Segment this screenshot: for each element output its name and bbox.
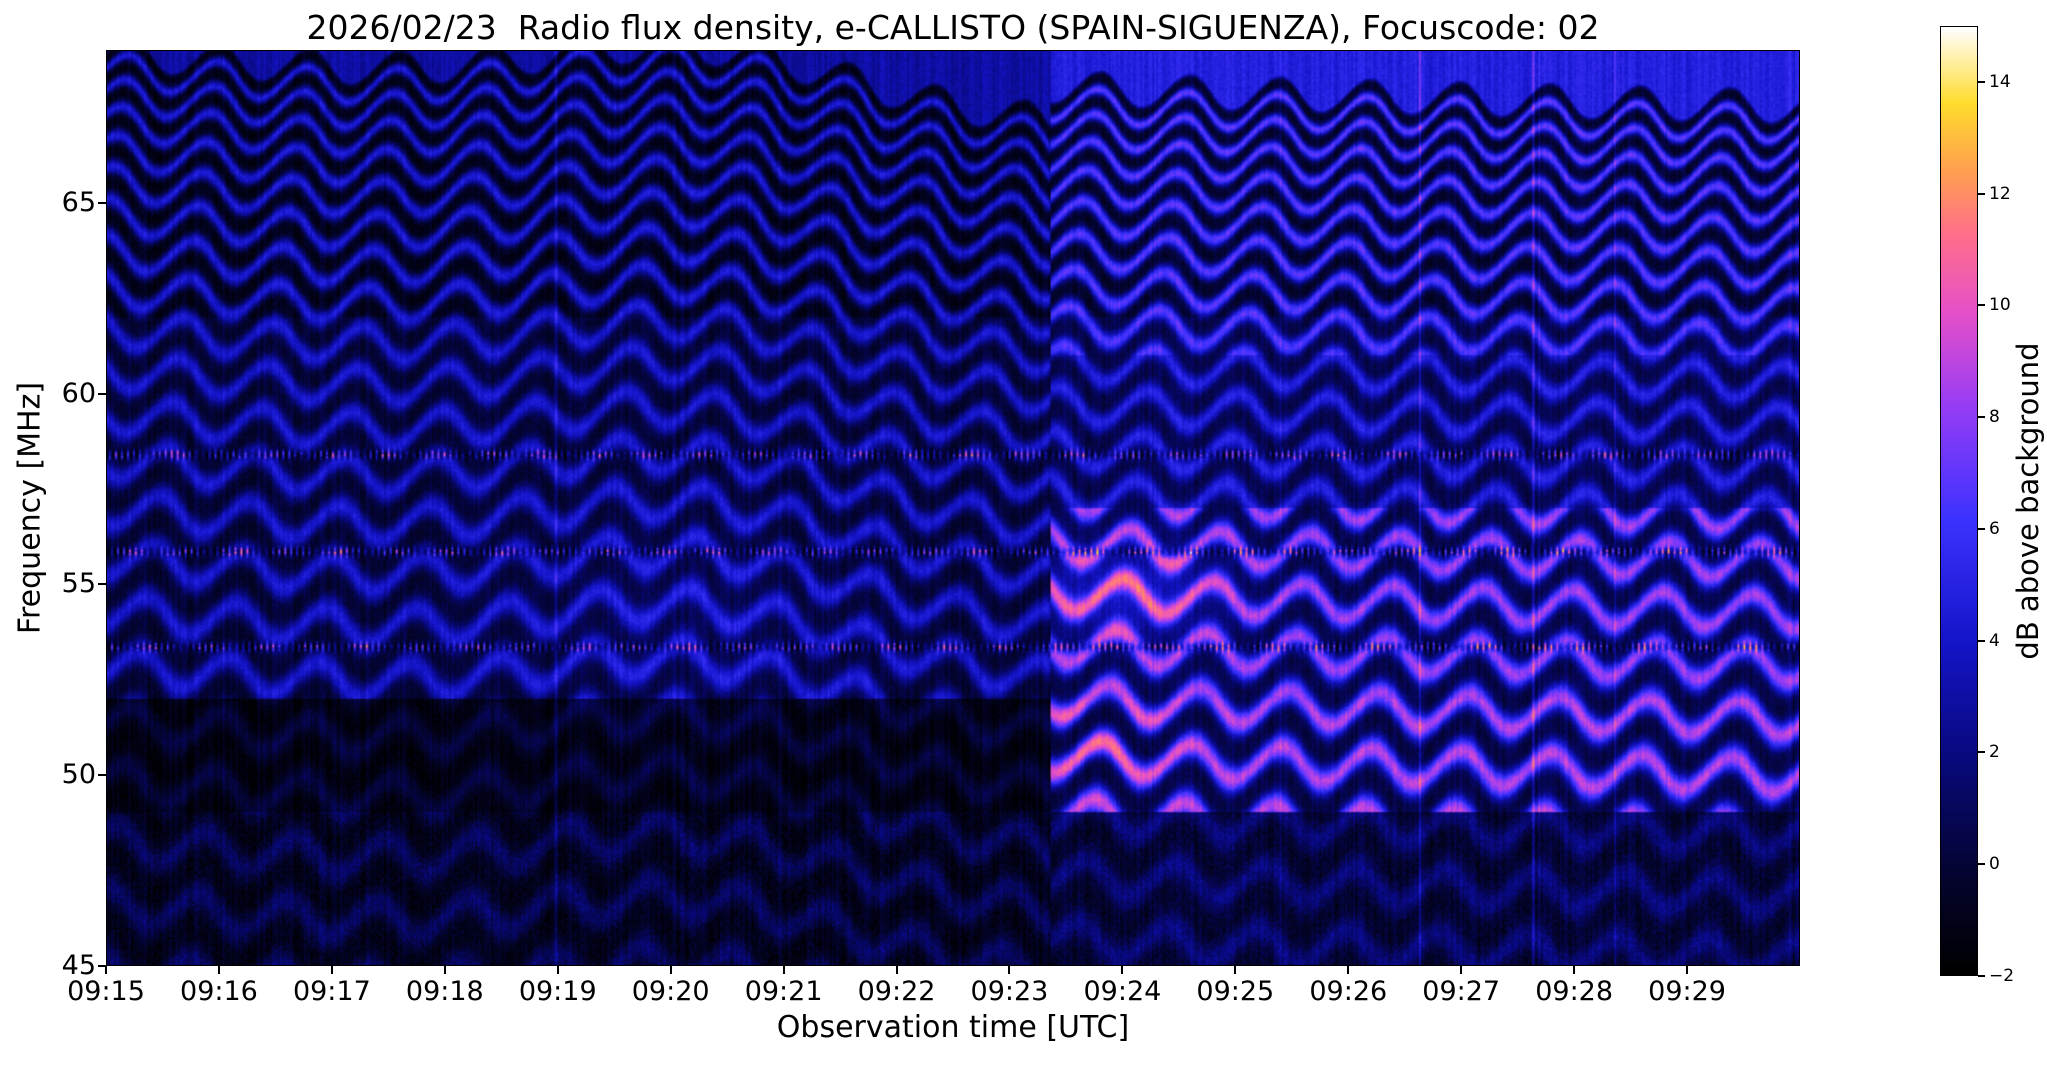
x-tick-mark — [443, 966, 446, 974]
y-tick-label: 60 — [61, 377, 96, 409]
colorbar-tick-label: 0 — [1989, 854, 2000, 875]
colorbar-tick-mark — [1978, 80, 1985, 83]
colorbar-tick-label: 10 — [1989, 295, 2011, 316]
y-tick-label: 45 — [61, 950, 96, 981]
x-tick-mark — [1573, 966, 1576, 974]
x-tick-label: 09:24 — [1083, 976, 1162, 1007]
x-tick-label: 09:15 — [67, 976, 145, 1007]
colorbar-tick-mark — [1978, 192, 1985, 195]
x-tick-label: 09:19 — [518, 976, 597, 1007]
x-tick-mark — [782, 966, 785, 974]
x-axis-label: Observation time [UTC] — [776, 1010, 1130, 1045]
x-tick-label: 09:18 — [405, 976, 484, 1007]
x-tick-mark — [1686, 966, 1689, 974]
y-tick-label: 65 — [61, 186, 96, 218]
x-tick-label: 09:26 — [1309, 976, 1388, 1007]
colorbar-tick-mark — [1978, 416, 1985, 419]
colorbar-tick-mark — [1978, 751, 1985, 754]
x-tick-mark — [556, 966, 559, 974]
colorbar-label: dB above background — [2011, 342, 2045, 660]
colorbar-tick-mark — [1978, 304, 1985, 307]
colorbar-tick-label: 2 — [1989, 742, 2000, 763]
y-tick-label: 50 — [61, 759, 96, 791]
y-tick-mark — [98, 774, 106, 777]
x-tick-label: 09:16 — [180, 976, 258, 1007]
x-tick-mark — [1008, 966, 1011, 974]
colorbar-tick-label: 4 — [1989, 630, 2000, 651]
colorbar-tick-label: 14 — [1989, 71, 2011, 92]
x-tick-mark — [1234, 966, 1237, 974]
spectrogram-canvas — [107, 51, 1799, 965]
colorbar-gradient-canvas — [1941, 27, 1977, 975]
y-tick-mark — [98, 583, 106, 586]
chart-title: 2026/02/23 Radio flux density, e-CALLIST… — [306, 8, 1600, 47]
y-tick-mark — [98, 201, 106, 204]
colorbar-tick-mark — [1978, 527, 1985, 530]
x-tick-mark — [1121, 966, 1124, 974]
x-tick-label: 09:20 — [631, 976, 710, 1007]
colorbar — [1940, 26, 1978, 976]
x-tick-label: 09:21 — [744, 976, 823, 1007]
colorbar-tick-label: 12 — [1989, 183, 2011, 204]
y-tick-label: 55 — [61, 568, 96, 600]
x-tick-label: 09:28 — [1535, 976, 1614, 1007]
x-tick-label: 09:17 — [292, 976, 371, 1007]
y-tick-mark — [98, 965, 106, 967]
x-tick-label: 09:27 — [1422, 976, 1501, 1007]
plot-area — [106, 50, 1800, 966]
x-tick-label: 09:23 — [970, 976, 1049, 1007]
colorbar-tick-label: −2 — [1989, 966, 2015, 986]
colorbar-tick-mark — [1978, 863, 1985, 866]
x-tick-label: 09:25 — [1196, 976, 1275, 1007]
x-tick-label: 09:29 — [1648, 976, 1726, 1007]
colorbar-tick-mark — [1978, 975, 1985, 977]
x-tick-label: 09:22 — [857, 976, 936, 1007]
colorbar-tick-mark — [1978, 639, 1985, 642]
x-tick-mark — [1347, 966, 1350, 974]
x-tick-mark — [1460, 966, 1463, 974]
x-tick-mark — [895, 966, 898, 974]
colorbar-tick-label: 6 — [1989, 518, 2000, 539]
x-tick-mark — [669, 966, 672, 974]
x-tick-mark — [217, 966, 220, 974]
y-tick-mark — [98, 392, 106, 395]
x-tick-mark — [105, 966, 107, 974]
colorbar-tick-label: 8 — [1989, 407, 2000, 428]
x-tick-mark — [330, 966, 333, 974]
